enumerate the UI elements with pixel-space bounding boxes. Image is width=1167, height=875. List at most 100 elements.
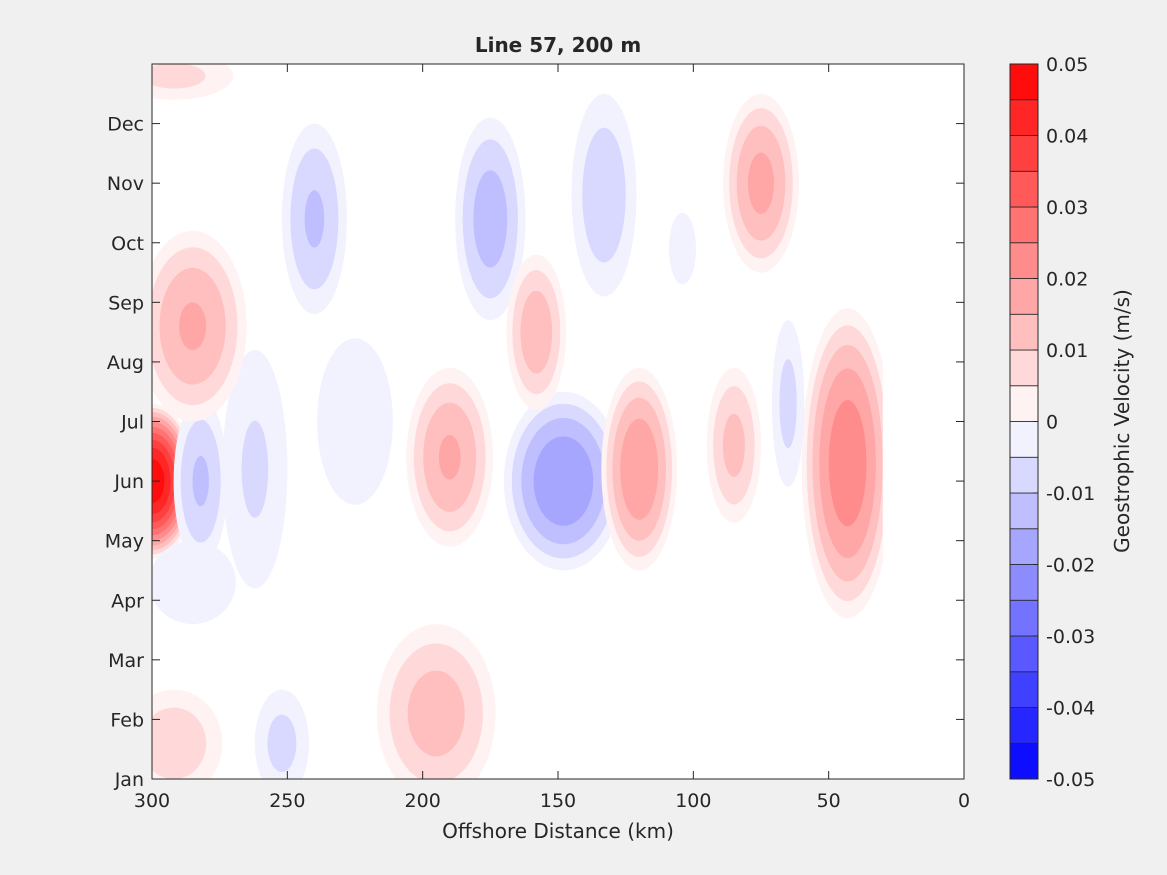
colorbar-swatch xyxy=(1009,492,1039,530)
x-tick-label: 100 xyxy=(675,790,711,812)
colorbar-label: Geostrophic Velocity (m/s) xyxy=(1110,289,1134,553)
y-tick-label: Aug xyxy=(107,352,144,374)
no-data-region xyxy=(882,64,964,779)
contour-band xyxy=(722,413,745,477)
contour-band xyxy=(152,540,236,625)
y-tick-label: May xyxy=(105,531,144,553)
contour-band xyxy=(192,455,209,507)
contour-feature xyxy=(669,212,696,285)
contour-feature xyxy=(706,367,762,523)
contour-feature xyxy=(152,540,236,625)
y-tick-label: Jan xyxy=(114,769,144,791)
contour-band xyxy=(620,418,659,520)
contour-band xyxy=(438,435,461,480)
x-tick-label: 200 xyxy=(405,790,441,812)
colorbar-swatch xyxy=(1009,313,1039,351)
colorbar-swatch xyxy=(1009,742,1039,780)
contour-band xyxy=(520,290,553,374)
contour-feature xyxy=(406,367,494,547)
y-tick-label: Oct xyxy=(111,233,144,255)
y-tick-label: Dec xyxy=(107,114,144,136)
colorbar-tick-label: 0 xyxy=(1046,412,1058,434)
y-tick-label: Jul xyxy=(120,412,144,434)
colorbar-swatch xyxy=(1009,278,1039,315)
colorbar-tick-label: -0.03 xyxy=(1046,626,1095,648)
colorbar-swatch xyxy=(1009,99,1039,136)
contour-band xyxy=(407,670,465,757)
contour-feature xyxy=(503,391,623,571)
colorbar-tick-label: -0.05 xyxy=(1046,769,1095,791)
colorbar: 0.05 0.04 0.03 0.02 0.01 0 -0.01 -0.02 -0.03 -0.0… xyxy=(1009,54,1095,791)
x-tick-label: 250 xyxy=(269,790,305,812)
colorbar-swatch xyxy=(1009,456,1039,494)
contour-band xyxy=(267,714,297,772)
y-tick-label: Mar xyxy=(108,650,144,672)
colorbar-swatch xyxy=(1009,421,1039,458)
contour-band xyxy=(241,420,269,518)
contour-feature xyxy=(173,397,228,565)
contour-feature xyxy=(801,308,894,619)
colorbar-tick-label: -0.02 xyxy=(1046,555,1095,577)
contour-feature xyxy=(376,624,496,779)
colorbar-swatch xyxy=(1009,135,1039,172)
colorbar-swatch xyxy=(1009,385,1039,422)
contour-feature xyxy=(771,320,805,487)
contour-band xyxy=(748,152,774,214)
contour-band xyxy=(304,190,325,248)
chart-title: Line 57, 200 m xyxy=(475,33,641,57)
colorbar-swatch xyxy=(1009,707,1039,744)
contour-feature xyxy=(571,93,637,297)
contour-feature xyxy=(254,689,309,779)
colorbar-swatch xyxy=(1009,671,1039,708)
x-tick-label: 50 xyxy=(817,790,841,812)
y-tick-label: Feb xyxy=(110,709,144,731)
colorbar-tick-label: 0.04 xyxy=(1046,126,1088,148)
y-tick-label: Apr xyxy=(111,590,144,612)
colorbar-swatch xyxy=(1009,635,1039,673)
y-axis: Jan Feb Mar Apr May Jun Jul Aug Sep Oct Nov Dec xyxy=(105,114,964,791)
contour-feature xyxy=(152,64,234,100)
y-tick-label: Jun xyxy=(113,471,144,493)
colorbar-tick-label: -0.01 xyxy=(1046,483,1095,505)
contour-band xyxy=(779,359,797,449)
contour-band xyxy=(317,338,393,505)
contour-band xyxy=(582,127,626,263)
contour-feature xyxy=(455,117,526,321)
colorbar-swatch xyxy=(1009,63,1039,101)
contour-band xyxy=(669,212,696,285)
contour-band xyxy=(152,64,206,89)
contour-band xyxy=(152,707,207,779)
contour-band xyxy=(828,400,867,527)
contour-feature xyxy=(222,350,288,589)
x-axis-label: Offshore Distance (km) xyxy=(442,819,674,843)
contour-feature xyxy=(723,93,799,273)
x-axis: 300 250 200 150 100 50 0 xyxy=(134,64,970,812)
contour-field xyxy=(152,64,964,779)
colorbar-swatch xyxy=(1009,564,1039,601)
colorbar-swatch xyxy=(1009,349,1039,387)
colorbar-swatch xyxy=(1009,242,1039,279)
contour-band xyxy=(533,436,594,526)
colorbar-swatch xyxy=(1009,170,1039,208)
contour-feature xyxy=(601,367,678,571)
y-tick-label: Nov xyxy=(107,173,144,195)
y-tick-label: Sep xyxy=(108,292,144,314)
colorbar-tick-label: 0.03 xyxy=(1046,197,1088,219)
contour-band xyxy=(473,170,508,268)
contour-feature xyxy=(152,230,247,422)
contour-feature xyxy=(506,254,567,410)
contour-feature xyxy=(317,338,393,505)
colorbar-tick-label: 0.02 xyxy=(1046,269,1088,291)
colorbar-swatch xyxy=(1009,206,1039,244)
contour-band xyxy=(179,302,207,351)
colorbar-swatch xyxy=(1009,599,1039,637)
colorbar-tick-label: -0.04 xyxy=(1046,698,1095,720)
x-tick-label: 0 xyxy=(958,790,970,812)
x-tick-label: 300 xyxy=(134,790,170,812)
x-tick-label: 150 xyxy=(540,790,576,812)
contour-feature xyxy=(281,123,347,315)
colorbar-tick-label: 0.05 xyxy=(1046,54,1088,76)
contour-feature xyxy=(152,689,223,779)
colorbar-swatch xyxy=(1009,528,1039,565)
